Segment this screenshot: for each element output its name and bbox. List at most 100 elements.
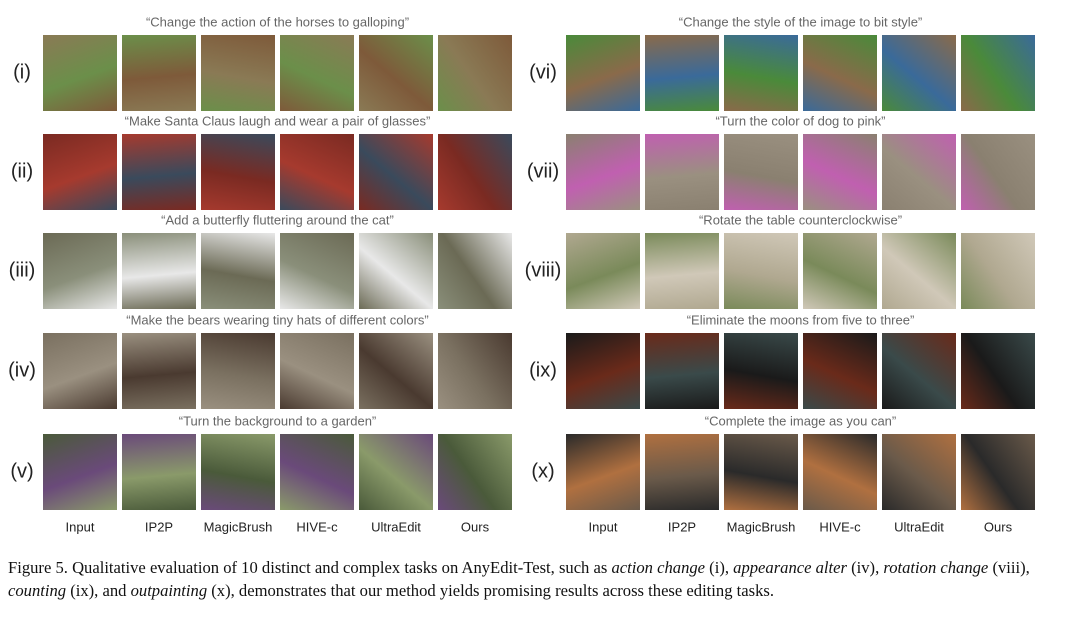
result-image [645, 35, 719, 111]
result-image [359, 233, 433, 309]
result-image [438, 35, 512, 111]
result-image [961, 233, 1035, 309]
edit-prompt: “Complete the image as you can” [704, 413, 897, 429]
method-label: HIVE-c [296, 519, 338, 535]
result-image [803, 35, 877, 111]
result-image [961, 134, 1035, 210]
result-image [882, 134, 956, 210]
method-label: MagicBrush [726, 519, 796, 535]
result-image [43, 434, 117, 510]
edit-prompt: “Make Santa Claus laugh and wear a pair … [124, 113, 431, 129]
result-image [201, 434, 275, 510]
result-image [645, 134, 719, 210]
row-label: (viii) [524, 259, 562, 282]
method-label: UltraEdit [894, 519, 944, 535]
result-image [201, 333, 275, 409]
result-image [359, 134, 433, 210]
result-image [122, 233, 196, 309]
result-image [566, 333, 640, 409]
result-image [438, 333, 512, 409]
edit-prompt: “Change the style of the image to bit st… [678, 14, 923, 30]
row-label: (iv) [8, 359, 36, 382]
caption-text: (i), [705, 558, 734, 577]
caption-text: counting [8, 581, 67, 600]
result-image [882, 333, 956, 409]
result-image [280, 333, 354, 409]
caption-text: (x), demonstrates that our method yields… [207, 581, 774, 600]
edit-prompt: “Turn the background to a garden” [178, 413, 377, 429]
row-label: (v) [10, 460, 34, 483]
result-image [645, 233, 719, 309]
result-image [645, 333, 719, 409]
result-image [43, 233, 117, 309]
method-label: Input [588, 519, 618, 535]
row-label: (ii) [10, 160, 34, 183]
result-image [803, 134, 877, 210]
caption-text: (iv), [846, 558, 884, 577]
method-label: Ours [460, 519, 490, 535]
result-image [566, 134, 640, 210]
edit-prompt: “Change the action of the horses to gall… [145, 14, 410, 30]
row-label: (vii) [526, 160, 560, 183]
row-label: (x) [531, 460, 555, 483]
result-image [882, 434, 956, 510]
result-image [645, 434, 719, 510]
result-image [882, 233, 956, 309]
result-image [122, 434, 196, 510]
caption-text: outpainting [130, 581, 208, 600]
result-image [438, 233, 512, 309]
result-image [122, 333, 196, 409]
result-image [43, 35, 117, 111]
result-image [280, 35, 354, 111]
result-image [122, 134, 196, 210]
method-label: HIVE-c [819, 519, 861, 535]
result-image [359, 434, 433, 510]
result-image [43, 134, 117, 210]
row-label: (ix) [529, 359, 557, 382]
caption-text: action change [611, 558, 706, 577]
result-image [566, 233, 640, 309]
caption-text: appearance alter [733, 558, 847, 577]
result-image [280, 233, 354, 309]
caption-text: Figure 5. Qualitative evaluation of 10 d… [8, 558, 612, 577]
result-image [724, 233, 798, 309]
row-label: (vi) [529, 61, 557, 84]
result-image [803, 434, 877, 510]
result-image [438, 134, 512, 210]
result-image [724, 434, 798, 510]
result-image [724, 134, 798, 210]
row-label: (iii) [8, 259, 36, 282]
result-image [201, 134, 275, 210]
result-image [201, 233, 275, 309]
result-image [359, 333, 433, 409]
result-image [122, 35, 196, 111]
edit-prompt: “Make the bears wearing tiny hats of dif… [126, 312, 429, 328]
result-image [280, 134, 354, 210]
result-image [724, 333, 798, 409]
method-label: MagicBrush [203, 519, 273, 535]
method-label: IP2P [667, 519, 697, 535]
row-label: (i) [13, 61, 31, 84]
result-image [803, 333, 877, 409]
result-image [438, 434, 512, 510]
edit-prompt: “Rotate the table counterclockwise” [698, 212, 903, 228]
method-label: UltraEdit [371, 519, 421, 535]
result-image [566, 35, 640, 111]
result-image [961, 35, 1035, 111]
result-image [43, 333, 117, 409]
edit-prompt: “Add a butterfly fluttering around the c… [161, 212, 394, 228]
caption-text: rotation change [883, 558, 989, 577]
result-image [359, 35, 433, 111]
method-label: IP2P [144, 519, 174, 535]
result-image [803, 233, 877, 309]
edit-prompt: “Turn the color of dog to pink” [715, 113, 886, 129]
caption: Figure 5. Qualitative evaluation of 10 d… [8, 556, 1060, 602]
result-image [201, 35, 275, 111]
caption-text: (ix), and [66, 581, 131, 600]
method-label: Ours [983, 519, 1013, 535]
result-image [724, 35, 798, 111]
method-label: Input [65, 519, 95, 535]
result-image [280, 434, 354, 510]
caption-text: (viii), [988, 558, 1030, 577]
